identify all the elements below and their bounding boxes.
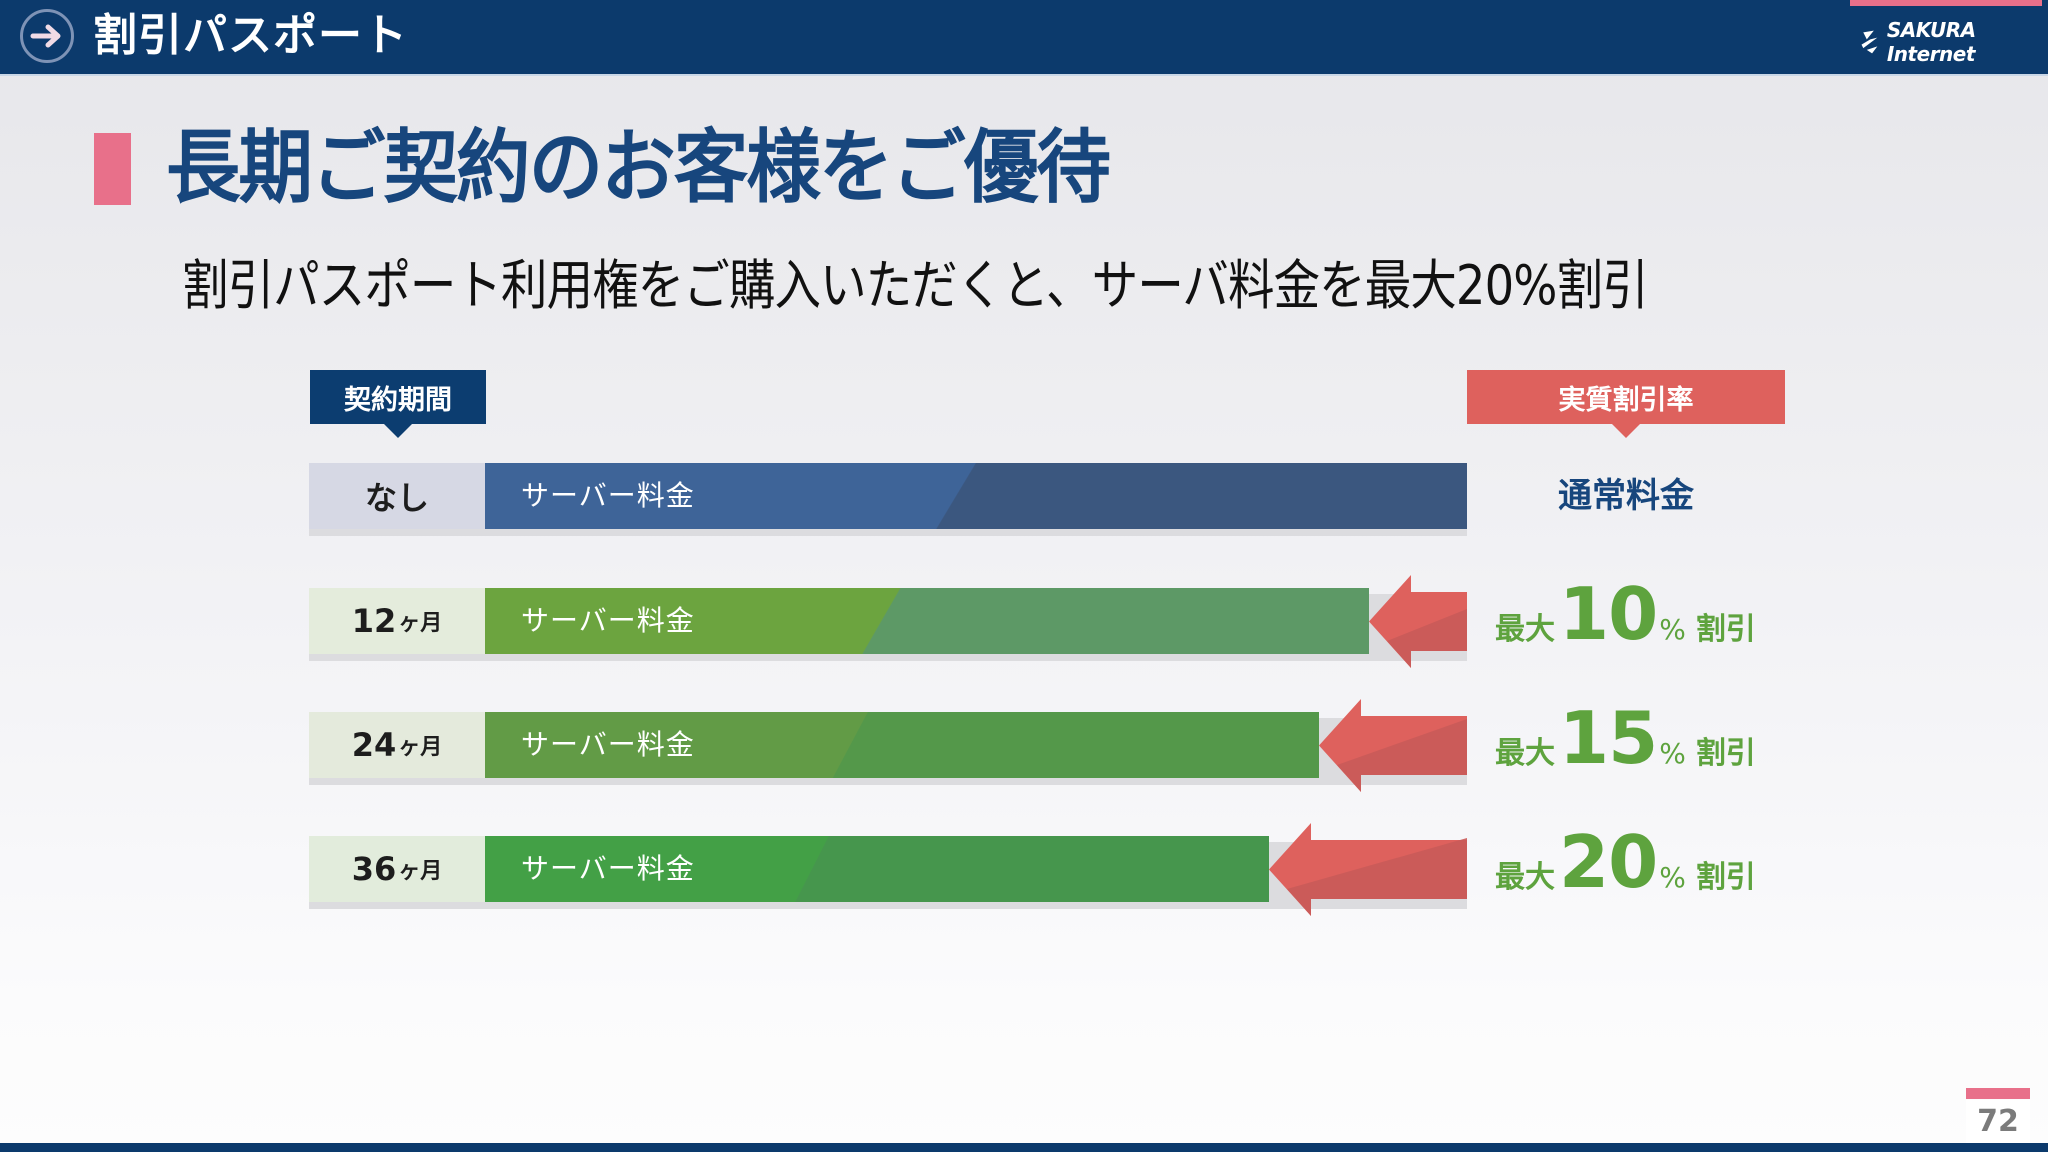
rate-24m: 最大 15 % 割引: [1495, 696, 1756, 780]
sakura-logo-icon: [1861, 30, 1878, 54]
rate-normal: 通常料金: [1558, 476, 1694, 516]
period-label: 36 ヶ月: [309, 836, 485, 902]
price-bar-label: サーバー料金: [521, 728, 695, 761]
page-number: 72: [1966, 1100, 2030, 1144]
page-title: 長期ご契約のお客様をご優待: [166, 121, 1111, 214]
brand-name: SAKURA Internet: [1886, 18, 1976, 66]
slide-header: 割引パスポート SAKURA Internet: [0, 0, 2048, 76]
page-number-accent: [1966, 1088, 2030, 1099]
rate-header-tag: 実質割引率: [1467, 370, 1785, 438]
discount-arrow-icon: [1269, 823, 1467, 916]
price-bar: サーバー料金: [485, 588, 1369, 654]
slide-footer-bar: [0, 1143, 2048, 1152]
price-bar: サーバー料金: [485, 712, 1319, 778]
rate-36m: 最大 20 % 割引: [1495, 820, 1756, 904]
price-bar-label: サーバー料金: [521, 852, 695, 885]
title-marker: [94, 133, 131, 205]
price-bar: サーバー料金: [485, 836, 1269, 902]
arrow-right-circle-icon: [20, 9, 74, 63]
discount-arrow-icon: [1369, 575, 1467, 668]
brand-logo: SAKURA Internet: [1858, 18, 2048, 66]
discount-arrow-icon: [1319, 699, 1467, 792]
price-bar: サーバー料金: [485, 463, 1467, 529]
price-bar-label: サーバー料金: [521, 604, 695, 637]
table-row-none: なし サーバー料金: [309, 463, 1467, 536]
period-label: 24 ヶ月: [309, 712, 485, 778]
header-accent-bar: [1850, 0, 2042, 6]
period-label: なし: [309, 463, 485, 529]
discount-value: 15: [1559, 696, 1658, 780]
table-row-12m: 12 ヶ月 サーバー料金: [309, 575, 1467, 668]
period-header-tag: 契約期間: [310, 370, 486, 438]
table-row-24m: 24 ヶ月 サーバー料金: [309, 699, 1467, 792]
rate-12m: 最大 10 % 割引: [1495, 572, 1756, 656]
period-label: 12 ヶ月: [309, 588, 485, 654]
header-title: 割引パスポート: [93, 10, 408, 61]
price-bar-label: サーバー料金: [521, 479, 695, 512]
page-subtitle: 割引パスポート利用権をご購入いただくと、サーバ料金を最大20%割引: [182, 254, 1649, 317]
discount-value: 10: [1559, 572, 1658, 656]
table-row-36m: 36 ヶ月 サーバー料金: [309, 823, 1467, 916]
discount-value: 20: [1559, 820, 1658, 904]
